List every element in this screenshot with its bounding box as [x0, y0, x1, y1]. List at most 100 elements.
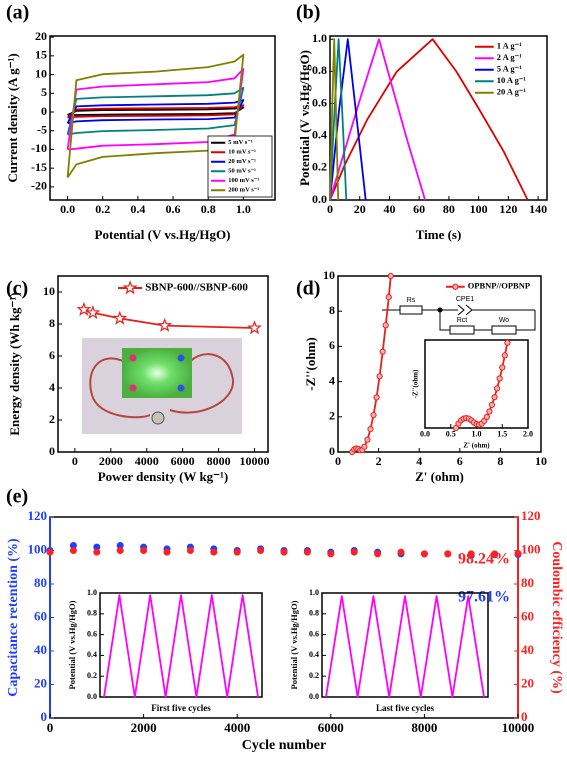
series-line [66, 68, 245, 151]
circuit-label: CPE1 [456, 296, 474, 303]
y2-tick-label: 20 [521, 675, 534, 690]
y-tick-label: 1.0 [309, 588, 319, 597]
panel-label: (c) [6, 278, 28, 300]
data-marker [367, 426, 374, 433]
y-tick-label: 0.0 [309, 692, 319, 701]
data-marker [257, 547, 265, 554]
y-tick-label: 0.2 [87, 671, 97, 680]
y-tick-label: 8 [49, 316, 55, 330]
photo-led [177, 384, 185, 392]
x-tick-label: 0 [335, 454, 341, 468]
legend-marker [122, 280, 138, 295]
data-marker [420, 550, 428, 558]
y-tick-label: 6 [49, 348, 55, 362]
legend-label: 20 A g⁻¹ [497, 87, 527, 97]
data-marker [361, 443, 368, 450]
data-marker [373, 394, 380, 401]
legend-label: 20 mV s⁻¹ [228, 158, 256, 165]
data-marker [76, 301, 92, 316]
data-marker [496, 375, 503, 382]
y-tick-label: 0.2 [309, 671, 319, 680]
x-tick-label: 8000 [207, 454, 231, 468]
data-marker [494, 385, 501, 392]
legend-label: 10 A g⁻¹ [497, 75, 527, 85]
x-tick-label: 6000 [171, 454, 195, 468]
y-axis-title: Potential (V vs.Hg/HgO) [297, 50, 312, 186]
x-tick-label: 0.0 [420, 430, 430, 439]
legend-label: OPBNP//OPBNP [468, 281, 530, 291]
data-marker [112, 310, 128, 325]
series-line [67, 106, 245, 116]
device-photo [82, 338, 242, 434]
data-marker [157, 317, 173, 332]
data-marker [93, 548, 101, 556]
y-tick-label: 0.4 [309, 650, 319, 659]
y-tick-label: -20 [31, 179, 47, 193]
y-axis-title: Current density (A g⁻¹) [5, 53, 20, 182]
x-tick-label: 60 [413, 202, 425, 216]
data-marker [491, 550, 499, 558]
series-line [66, 104, 245, 119]
legend-label: 100 mV s⁻¹ [228, 177, 259, 184]
x-tick-label: 2 [376, 454, 382, 468]
x-axis-title: Potential (V vs.Hg/HgO) [95, 227, 231, 242]
y-tick-label: 0.8 [87, 609, 97, 618]
x-tick-label: 140 [529, 202, 547, 216]
y-tick-label: 6 [329, 338, 335, 352]
data-marker [327, 550, 335, 558]
data-marker [382, 322, 389, 329]
inset-title: Last five cycles [376, 703, 434, 713]
x-tick-label: 0.2 [95, 202, 110, 216]
legend-box [207, 135, 273, 198]
y-axis-title: Capacitance retention (%) [6, 538, 21, 697]
y2-axis-title: Coulombic efficiency (%) [549, 541, 564, 694]
data-marker [488, 401, 496, 408]
data-marker [397, 548, 405, 556]
x-tick-label: 4 [416, 454, 422, 468]
y-tick-label: 2 [329, 409, 335, 423]
plot-frame [337, 275, 542, 453]
legend-label: 2 A g⁻¹ [497, 52, 522, 62]
data-marker [501, 352, 508, 359]
series-line [329, 38, 348, 201]
series-line [66, 99, 245, 125]
series-line [329, 38, 529, 201]
data-marker [444, 550, 452, 558]
legend-label: 1 A g⁻¹ [497, 41, 522, 51]
data-marker [385, 294, 392, 301]
y-tick-label: 4 [329, 373, 335, 387]
y-tick-label: 1.0 [87, 588, 97, 597]
x-tick-label: 0.5 [446, 430, 456, 439]
legend-label: 50 mV s⁻¹ [228, 168, 256, 175]
data-marker [233, 548, 241, 556]
circuit-wire [439, 310, 536, 331]
x-tick-label: 1.5 [497, 430, 507, 439]
x-tick-label: 0.4 [130, 202, 145, 216]
x-tick-label: 1.0 [236, 202, 251, 216]
y-tick-label: 100 [28, 541, 48, 556]
legend-marker [452, 283, 459, 290]
x-tick-label: 2.0 [523, 430, 533, 439]
x-tick-label: 8 [497, 454, 503, 468]
legend-label: 10 mV s⁻¹ [228, 149, 256, 156]
legend-label: 200 mV s⁻¹ [228, 187, 259, 194]
circuit-resistor [399, 305, 423, 315]
data-marker [186, 547, 194, 554]
circuit-warburg [491, 325, 517, 335]
y-tick-label: -5 [37, 122, 47, 136]
circuit-resistor [449, 325, 475, 335]
data-marker [116, 547, 124, 554]
x-tick-label: 0.8 [201, 202, 216, 216]
y-tick-label: 0.4 [312, 127, 327, 141]
data-marker [210, 548, 218, 556]
annotation: 98.24% [458, 551, 510, 568]
x-tick-label: 6000 [318, 720, 344, 735]
data-marker [376, 373, 383, 380]
x-tick-label: 80 [443, 202, 455, 216]
y-tick-label: 8 [329, 303, 335, 317]
x-axis-title: Z' (ohm) [415, 469, 464, 484]
data-marker [379, 348, 386, 355]
y-tick-label: 40 [34, 642, 47, 657]
y-tick-label: 5 [41, 85, 47, 99]
